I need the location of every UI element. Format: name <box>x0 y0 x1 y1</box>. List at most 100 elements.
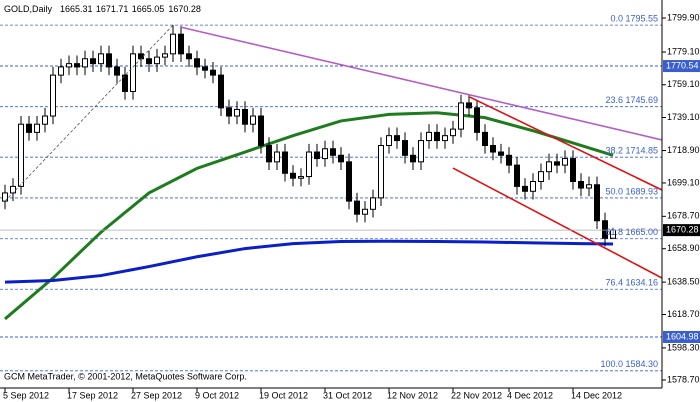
moving-average <box>4 111 614 321</box>
candle-body <box>514 164 520 187</box>
candle-body <box>586 184 592 189</box>
candle-body <box>562 158 568 166</box>
fib-label: 0.0 1795.55 <box>610 13 658 23</box>
candle-body <box>10 185 16 194</box>
candle-body <box>442 135 448 142</box>
candle-body <box>202 66 208 71</box>
candle-body <box>162 53 168 58</box>
candle-body <box>346 161 352 202</box>
candle-body <box>314 151 320 160</box>
candle-body <box>234 108 240 117</box>
candle-body <box>594 184 600 222</box>
candle-body <box>90 58 96 65</box>
candle-body <box>386 135 392 146</box>
candle-body <box>146 58 152 65</box>
candle-body <box>98 53 104 65</box>
footer: GCM MetaTrader, © 2001-2012, MetaQuotes … <box>4 371 247 381</box>
candle-body <box>242 108 248 125</box>
y-tick-label: 1638.50 <box>667 276 700 286</box>
candle-body <box>546 161 552 173</box>
price-box <box>663 60 700 73</box>
y-tick-label: 1618.70 <box>667 309 700 319</box>
fib-label: 38.2 1714.85 <box>605 146 658 156</box>
price-box-label: 1604.98 <box>666 331 699 341</box>
moving-average <box>4 239 614 284</box>
candle-body <box>298 176 304 179</box>
candle-body <box>362 208 368 215</box>
candle-body <box>106 53 112 68</box>
candle-body <box>306 151 312 178</box>
fib-label: 100.0 1584.30 <box>600 359 658 369</box>
candle-body <box>330 148 336 156</box>
y-tick-label: 1598.30 <box>667 342 700 352</box>
fib-label: 61.8 1665.00 <box>605 227 658 237</box>
candle-body <box>602 220 608 239</box>
chart-header: GOLD,Daily 1665.31 1671.71 1665.05 1670.28 <box>4 4 201 14</box>
candle-body <box>154 56 160 65</box>
candle-body <box>530 180 536 192</box>
trend-line <box>469 96 662 191</box>
candle-body <box>74 63 80 68</box>
candle-body <box>506 154 512 166</box>
y-tick-label: 1759.10 <box>667 79 700 89</box>
candle-body <box>410 154 416 163</box>
candle-body <box>26 123 32 133</box>
candle-body <box>122 74 128 92</box>
last-high: 1671.71 <box>96 4 129 14</box>
candle-body <box>258 115 264 146</box>
candle-body <box>2 192 8 202</box>
candle-body <box>210 69 216 76</box>
candle-body <box>226 107 232 117</box>
candle-body <box>378 144 384 199</box>
candle-body <box>394 135 400 142</box>
candle-body <box>490 144 496 153</box>
y-tick-label: 1739.10 <box>667 112 700 122</box>
candle-body <box>266 144 272 163</box>
last-close: 1670.28 <box>168 4 201 14</box>
candle-body <box>274 151 280 163</box>
candle-body <box>50 74 56 117</box>
current-price-label: 1670.28 <box>666 224 699 234</box>
y-tick-label: 1779.10 <box>667 46 700 56</box>
candle-body <box>482 131 488 146</box>
candle-body <box>194 58 200 68</box>
candle-body <box>338 154 344 163</box>
candle-body <box>466 102 472 109</box>
candle-body <box>434 131 440 142</box>
candle-body <box>282 151 288 174</box>
y-tick-label: 1578.70 <box>667 374 700 384</box>
price-box <box>663 330 700 343</box>
candle-body <box>114 66 120 76</box>
candle-body <box>554 161 560 166</box>
candle-body <box>418 140 424 163</box>
candle-body <box>458 102 464 130</box>
candle-body <box>58 66 64 76</box>
y-tick-label: 1678.70 <box>667 211 700 221</box>
y-tick-label: 1799.90 <box>667 12 700 22</box>
last-low: 1665.05 <box>132 4 165 14</box>
trend-line <box>452 167 662 279</box>
x-tick-label: 17 Sep 2012 <box>67 390 118 400</box>
candle-body <box>474 107 480 133</box>
candle-body <box>66 63 72 68</box>
x-tick-label: 9 Oct 2012 <box>195 390 239 400</box>
candle-body <box>450 128 456 137</box>
candle-body <box>578 180 584 189</box>
y-tick-label: 1658.90 <box>667 243 700 253</box>
price-box-label: 1770.54 <box>666 60 699 70</box>
last-open: 1665.31 <box>60 4 93 14</box>
candle-body <box>354 200 360 215</box>
x-tick-label: 5 Sep 2012 <box>3 390 49 400</box>
chart-title: GOLD,Daily <box>4 4 53 14</box>
trend-line <box>180 26 662 141</box>
candle-body <box>186 53 192 60</box>
candle-body <box>18 123 24 187</box>
candle-body <box>290 172 296 179</box>
current-price-box <box>663 224 700 237</box>
candle-body <box>34 123 40 133</box>
x-tick-label: 4 Dec 2012 <box>507 390 553 400</box>
x-tick-label: 27 Sep 2012 <box>131 390 182 400</box>
plot-area <box>0 24 662 372</box>
y-tick-label: 1718.90 <box>667 145 700 155</box>
